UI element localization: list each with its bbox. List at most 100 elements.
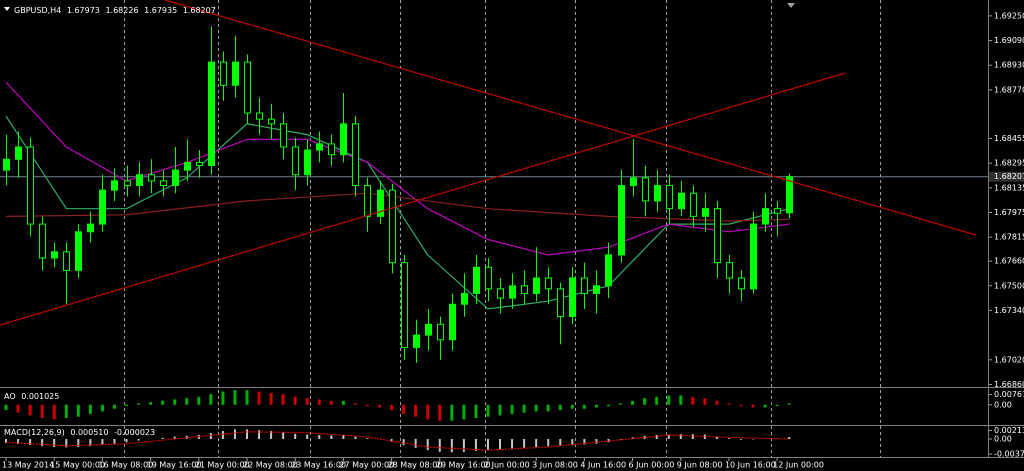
ao-bar — [438, 404, 442, 421]
ao-bar — [594, 404, 598, 408]
macd-bar — [282, 432, 285, 439]
ao-bar — [233, 390, 237, 405]
high-readout: 1.68226 — [105, 6, 138, 15]
ao-bar — [534, 404, 538, 412]
ao-bar — [257, 391, 261, 405]
macd-bar — [246, 429, 248, 439]
y-tick-label: 0.00 — [994, 400, 1012, 409]
ao-bar — [365, 404, 369, 407]
macd-bar — [535, 439, 538, 447]
x-tick-label: 3 Jun 08:00 — [532, 461, 578, 470]
candle-body — [425, 323, 432, 336]
ao-bar — [305, 398, 309, 405]
y-tick-label: 1.69250 — [994, 11, 1024, 20]
ao-bar — [402, 404, 406, 415]
candle-body — [714, 208, 721, 264]
ao-bar — [450, 404, 454, 421]
ao-bar — [197, 396, 201, 405]
ao-bar — [739, 404, 743, 407]
ao-bar — [245, 390, 249, 405]
candle-body — [678, 192, 685, 210]
candle-body — [786, 176, 793, 214]
candle-body — [256, 112, 263, 120]
macd-readout: 0.000510 — [70, 428, 108, 437]
ao-bar — [281, 394, 285, 405]
candle-body — [762, 208, 769, 225]
y-tick-label: 1.68770 — [994, 85, 1024, 94]
ao-bar — [221, 391, 225, 405]
x-tick-label: 15 May 00:00 — [50, 461, 105, 470]
ao-bar — [414, 404, 418, 417]
y-tick-label: 1.67815 — [994, 233, 1024, 242]
candle-body — [268, 118, 275, 125]
y-tick-label: 0.002133 — [994, 426, 1024, 435]
candle-body — [654, 185, 661, 202]
macd-title: MACD(12,26,9) — [4, 428, 65, 437]
candle-body — [401, 262, 408, 348]
y-tick-label: 1.68930 — [994, 61, 1024, 70]
ao-bar — [4, 404, 8, 411]
candle-body — [726, 262, 733, 279]
ao-bar — [112, 404, 116, 409]
candle-body — [533, 277, 540, 294]
macd-bar — [390, 439, 393, 442]
macd-bar — [5, 439, 8, 443]
candle-body — [437, 323, 444, 341]
y-tick-label: 1.68455 — [994, 134, 1024, 143]
macd-bar — [233, 429, 236, 439]
ao-bar — [40, 404, 44, 419]
candle-body — [39, 223, 46, 259]
candle-body — [750, 223, 757, 290]
candle-body — [3, 158, 10, 171]
candle-body — [87, 223, 94, 233]
y-tick-label: 1.67975 — [994, 208, 1024, 217]
ao-bar — [474, 404, 478, 419]
ao-bar — [28, 404, 32, 416]
candle-body — [304, 149, 311, 176]
candle-body — [292, 146, 299, 176]
macd-bar — [788, 436, 791, 439]
low-readout: 1.67935 — [144, 6, 177, 15]
macd-bar — [29, 439, 32, 445]
ao-bar — [293, 396, 297, 405]
macd-bar — [450, 439, 453, 453]
candle-body — [244, 61, 251, 114]
macd-bar — [691, 434, 694, 439]
x-tick-label: 12 Jun 00:00 — [773, 461, 824, 470]
moving-average — [5, 192, 790, 222]
macd-bar — [486, 439, 489, 451]
menu-icon — [4, 7, 10, 11]
chart-title: GBPUSD,H4 — [14, 6, 61, 15]
macd-bar — [499, 439, 502, 450]
macd-header: MACD(12,26,9) 0.000510 -0.000023 — [4, 428, 155, 437]
close-readout: 1.68207 — [183, 6, 216, 15]
macd-bar — [559, 439, 562, 447]
macd-bar — [77, 439, 80, 447]
grid-layer — [0, 0, 992, 461]
ao-bar — [643, 398, 647, 405]
ao-bar — [16, 404, 20, 413]
x-tick-label: 23 May 16:00 — [291, 461, 346, 470]
candle-body — [75, 231, 82, 271]
y-tick-label: 0.00 — [994, 435, 1012, 444]
macd-bar — [583, 439, 586, 445]
ao-bar — [498, 404, 502, 416]
ao-bar — [727, 403, 731, 405]
candle-body — [196, 161, 203, 166]
candle-body — [473, 266, 480, 294]
ao-bar — [751, 404, 755, 408]
ao-bar — [173, 399, 177, 405]
candle-body — [461, 292, 468, 305]
macd-bar — [65, 439, 68, 448]
candle-body — [774, 208, 781, 214]
ao-bar — [209, 394, 213, 405]
candle-body — [172, 169, 179, 187]
candle-body — [702, 208, 709, 217]
candle-body — [352, 123, 359, 187]
x-tick-label: 2 Jun 00:00 — [484, 461, 530, 470]
macd-bar — [354, 436, 357, 439]
macd-bar — [137, 439, 140, 441]
candle-body — [111, 180, 118, 191]
candle-body — [208, 61, 215, 166]
macd-bar — [17, 439, 20, 444]
